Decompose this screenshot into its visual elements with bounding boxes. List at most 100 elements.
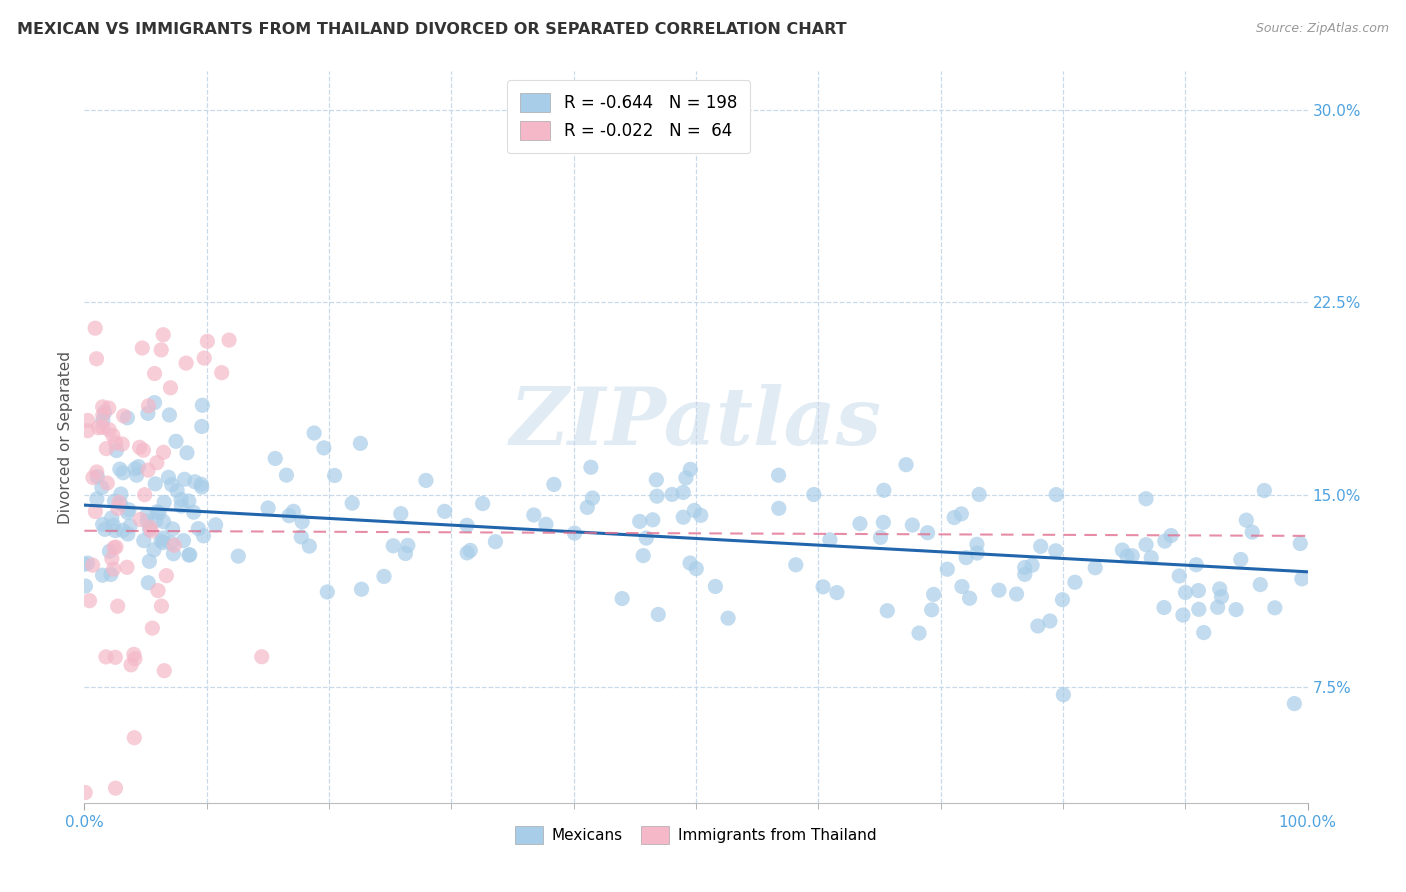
Point xyxy=(118,502,141,516)
Point xyxy=(146,505,169,519)
Point xyxy=(104,650,127,665)
Point xyxy=(105,443,128,458)
Point xyxy=(152,327,174,342)
Point xyxy=(142,542,165,557)
Point xyxy=(107,501,129,516)
Point xyxy=(91,409,114,423)
Point xyxy=(143,395,166,409)
Point xyxy=(1039,614,1062,628)
Point xyxy=(131,341,153,355)
Point xyxy=(138,399,160,413)
Point xyxy=(98,544,121,558)
Point xyxy=(122,648,145,662)
Point xyxy=(170,499,193,513)
Point xyxy=(1005,587,1028,601)
Point xyxy=(1209,582,1232,596)
Point xyxy=(177,494,200,508)
Point xyxy=(111,524,134,538)
Point xyxy=(1052,688,1074,702)
Point xyxy=(93,405,115,419)
Point xyxy=(849,516,872,531)
Point xyxy=(159,381,181,395)
Point xyxy=(86,491,108,506)
Point xyxy=(136,508,159,522)
Point xyxy=(166,483,188,498)
Point xyxy=(136,406,159,420)
Point xyxy=(128,440,150,454)
Point xyxy=(818,533,841,547)
Point xyxy=(165,434,187,449)
Text: MEXICAN VS IMMIGRANTS FROM THAILAND DIVORCED OR SEPARATED CORRELATION CHART: MEXICAN VS IMMIGRANTS FROM THAILAND DIVO… xyxy=(17,22,846,37)
Point xyxy=(134,488,156,502)
Point xyxy=(94,649,117,664)
Point xyxy=(76,424,98,438)
Point xyxy=(641,513,664,527)
Point xyxy=(76,556,98,570)
Point xyxy=(382,539,405,553)
Point xyxy=(1174,585,1197,599)
Point xyxy=(153,495,176,509)
Point xyxy=(959,591,981,606)
Legend: Mexicans, Immigrants from Thailand: Mexicans, Immigrants from Thailand xyxy=(509,820,883,850)
Point xyxy=(543,477,565,491)
Point xyxy=(73,558,96,572)
Point xyxy=(84,321,107,335)
Point xyxy=(922,587,945,601)
Point xyxy=(98,423,121,437)
Point xyxy=(373,569,395,583)
Point xyxy=(160,477,183,491)
Point xyxy=(187,522,209,536)
Point xyxy=(170,492,193,507)
Point xyxy=(136,463,159,477)
Point xyxy=(76,413,98,427)
Point xyxy=(1160,528,1182,542)
Point xyxy=(91,568,114,582)
Point xyxy=(1187,583,1209,598)
Point xyxy=(157,408,180,422)
Point xyxy=(456,546,478,560)
Point xyxy=(290,530,312,544)
Point xyxy=(176,446,198,460)
Point xyxy=(150,533,173,548)
Point xyxy=(943,510,966,524)
Point xyxy=(174,356,197,370)
Point xyxy=(394,546,416,560)
Point xyxy=(921,603,943,617)
Point xyxy=(415,474,437,488)
Point xyxy=(291,515,314,529)
Point xyxy=(302,425,325,440)
Point xyxy=(579,460,602,475)
Point xyxy=(298,539,321,553)
Point xyxy=(1021,558,1043,573)
Point xyxy=(523,508,546,522)
Point xyxy=(645,489,668,503)
Point xyxy=(264,451,287,466)
Point xyxy=(389,507,412,521)
Point xyxy=(124,462,146,476)
Point xyxy=(1188,602,1211,616)
Point xyxy=(111,437,134,451)
Point xyxy=(803,487,825,501)
Point xyxy=(162,522,184,536)
Point xyxy=(179,548,201,562)
Point xyxy=(685,562,707,576)
Point xyxy=(146,456,169,470)
Point xyxy=(100,511,122,525)
Point xyxy=(564,526,586,541)
Point xyxy=(110,487,132,501)
Point xyxy=(101,428,124,442)
Point xyxy=(162,547,184,561)
Point xyxy=(218,333,240,347)
Point xyxy=(104,781,127,796)
Point xyxy=(872,516,894,530)
Point xyxy=(150,343,173,357)
Point xyxy=(1289,536,1312,550)
Point xyxy=(683,503,706,517)
Point xyxy=(1171,608,1194,623)
Point xyxy=(195,334,218,349)
Point xyxy=(1192,625,1215,640)
Point xyxy=(1116,549,1139,564)
Point xyxy=(125,468,148,483)
Point xyxy=(152,535,174,549)
Point xyxy=(876,604,898,618)
